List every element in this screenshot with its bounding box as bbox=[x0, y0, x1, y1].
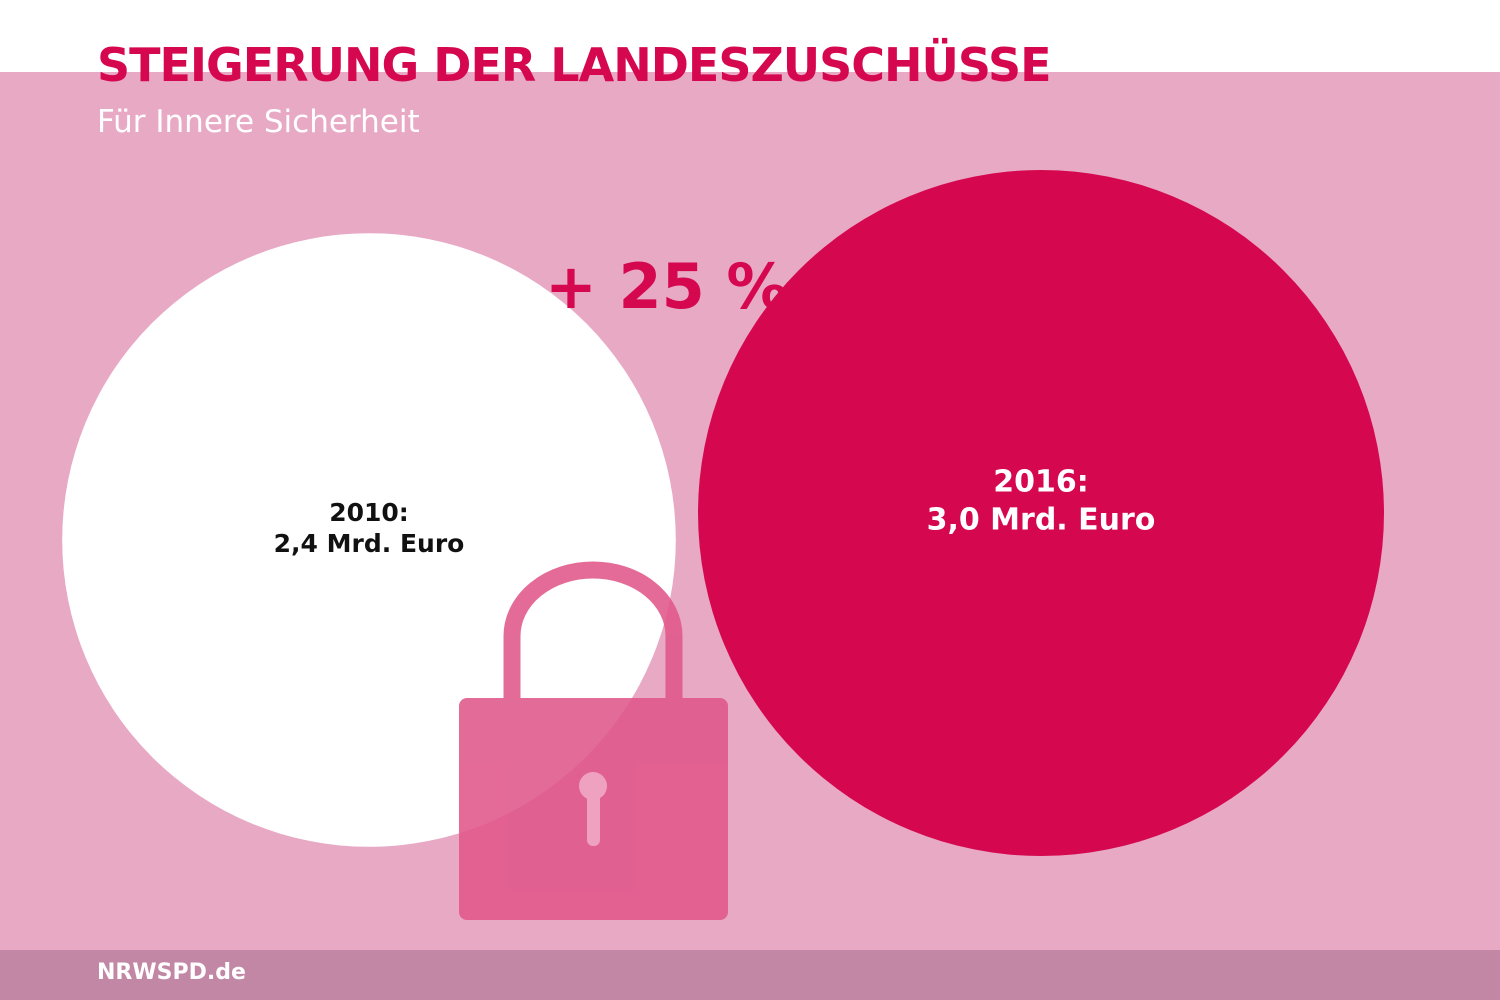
page-title: STEIGERUNG DER LANDESZUSCHÜSSE bbox=[97, 38, 1052, 92]
bubble-label-2016: 2016: 3,0 Mrd. Euro bbox=[927, 464, 1156, 539]
value-label-2016: 3,0 Mrd. Euro bbox=[926, 502, 1156, 537]
year-label-2016: 2016: bbox=[993, 464, 1089, 500]
footer-site-link[interactable]: NRWSPD.de bbox=[97, 960, 246, 985]
page-subtitle: Für Innere Sicherheit bbox=[97, 104, 420, 140]
padlock-icon bbox=[459, 561, 728, 920]
growth-label: + 25 % bbox=[545, 250, 789, 323]
bubble-2010 bbox=[62, 233, 676, 847]
value-label-2010: 2,4 Mrd. Euro bbox=[273, 529, 465, 558]
bubble-2016 bbox=[698, 170, 1384, 856]
bubble-label-2010: 2010: 2,4 Mrd. Euro bbox=[274, 497, 465, 560]
year-label-2010: 2010: bbox=[329, 497, 409, 527]
footer-bar bbox=[0, 950, 1500, 1000]
